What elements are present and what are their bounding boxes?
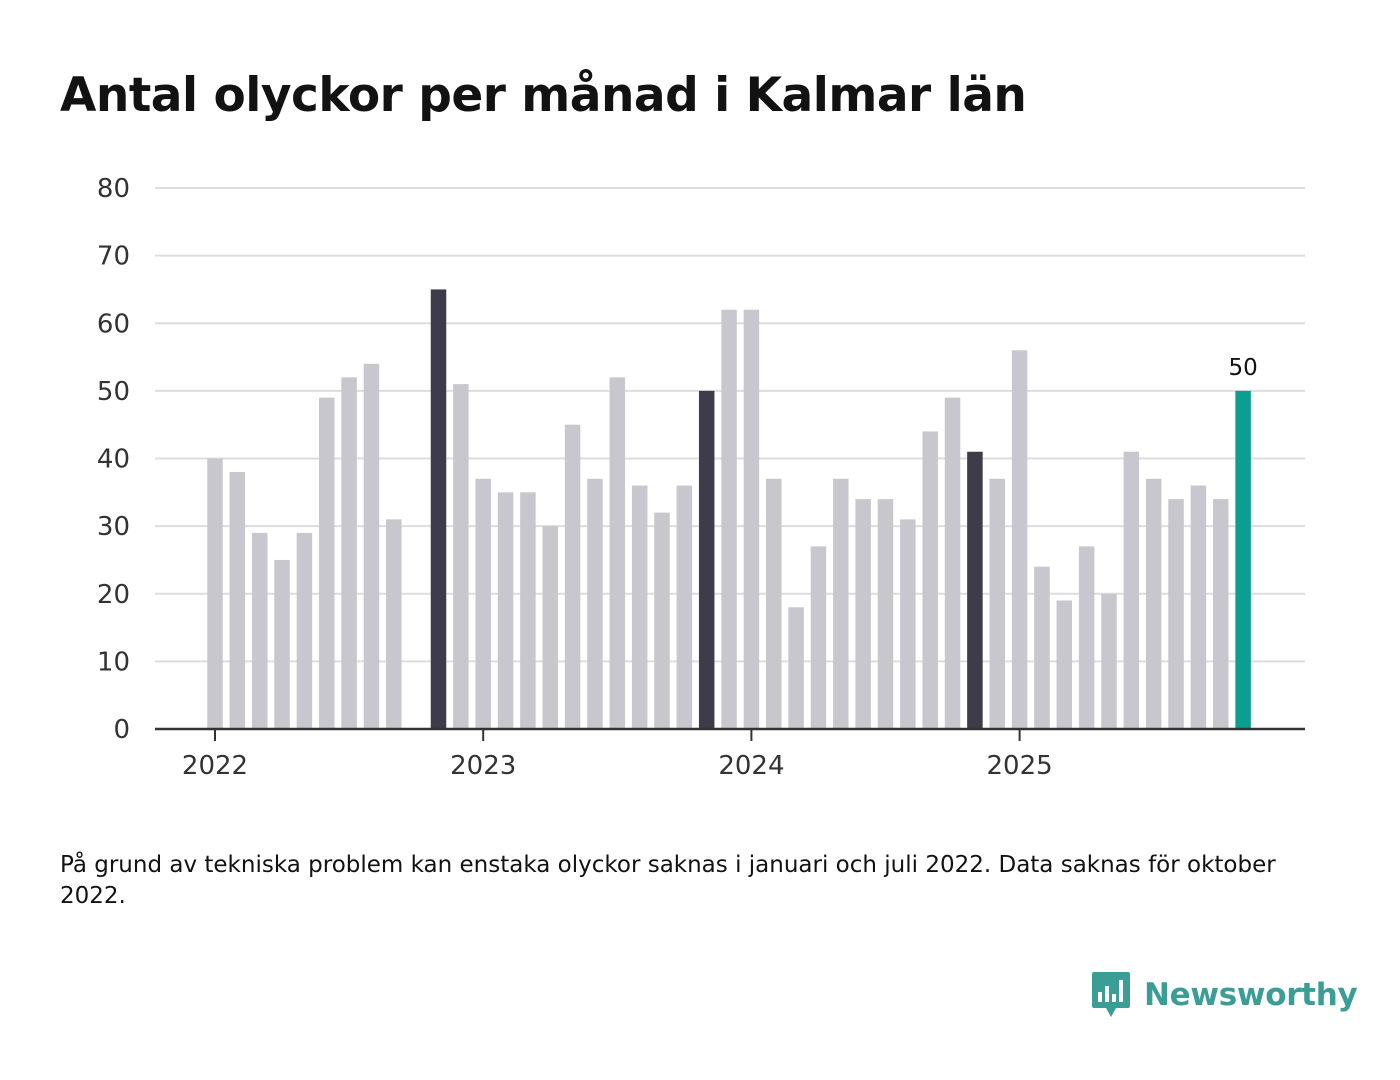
bar (1123, 451, 1140, 729)
bar (1056, 600, 1073, 729)
y-tick-label: 70 (97, 242, 130, 272)
bar (1011, 350, 1028, 729)
bar (877, 499, 894, 729)
bar (587, 478, 603, 729)
bar (1145, 478, 1162, 729)
bar (542, 526, 558, 729)
bar (922, 431, 938, 729)
bar-highlighted (698, 390, 715, 729)
data-label: 50 (1228, 355, 1257, 381)
bar (363, 363, 380, 729)
bar (296, 532, 313, 729)
bar-highlighted (430, 289, 447, 729)
bar (609, 377, 626, 729)
bar-chart: 0 10 20 30 40 50 60 70 80 2022 2023 2024 2025 50 (97, 174, 1305, 781)
page-title: Antal olyckor per månad i Kalmar län (60, 68, 1027, 123)
brand-logo[interactable]: Newsworthy (1090, 970, 1358, 1020)
bar (900, 519, 916, 729)
bar (654, 512, 670, 729)
bars (207, 289, 1251, 729)
bar (274, 559, 290, 729)
bar (251, 532, 268, 729)
x-tick-label: 2024 (718, 751, 784, 781)
y-tick-label: 80 (97, 174, 130, 204)
bar (743, 309, 760, 729)
y-tick-label: 60 (97, 309, 130, 339)
bar (676, 485, 693, 729)
x-tick-label: 2022 (182, 751, 248, 781)
bar (989, 478, 1005, 729)
bar (788, 607, 804, 729)
bar (475, 478, 491, 729)
labels: 0 10 20 30 40 50 60 70 80 2022 2023 2024 2025 50 (97, 174, 1258, 781)
bar (564, 424, 581, 729)
bar (207, 458, 223, 729)
bar (341, 377, 357, 729)
bar (497, 492, 514, 729)
bar (810, 546, 827, 729)
bar (453, 384, 469, 729)
bar (631, 485, 648, 729)
bar (1168, 499, 1184, 729)
bar (855, 499, 871, 729)
bar (721, 309, 737, 729)
y-tick-label: 10 (97, 647, 130, 677)
bar (520, 492, 536, 729)
bar (833, 478, 849, 729)
bar-latest (1235, 390, 1251, 729)
y-tick-label: 50 (97, 377, 130, 407)
y-tick-label: 0 (113, 715, 130, 745)
footnote: På grund av tekniska problem kan enstaka… (60, 852, 1276, 909)
bar (766, 478, 782, 729)
bar (1101, 593, 1117, 729)
bar (1190, 485, 1207, 729)
bar (944, 397, 961, 729)
y-tick-label: 20 (97, 580, 130, 610)
bar (1213, 499, 1229, 729)
bar (1078, 546, 1095, 729)
bar (229, 472, 246, 729)
newsworthy-logo-icon (1092, 972, 1130, 1017)
bar-highlighted (967, 451, 983, 729)
x-tick-label: 2023 (450, 751, 516, 781)
bar (319, 397, 335, 729)
brand-name: Newsworthy (1144, 977, 1358, 1013)
bar (1034, 566, 1050, 729)
y-tick-label: 30 (97, 512, 130, 542)
y-tick-label: 40 (97, 445, 130, 475)
bar (386, 519, 402, 729)
x-tick-label: 2025 (987, 751, 1053, 781)
axes (155, 727, 1305, 741)
